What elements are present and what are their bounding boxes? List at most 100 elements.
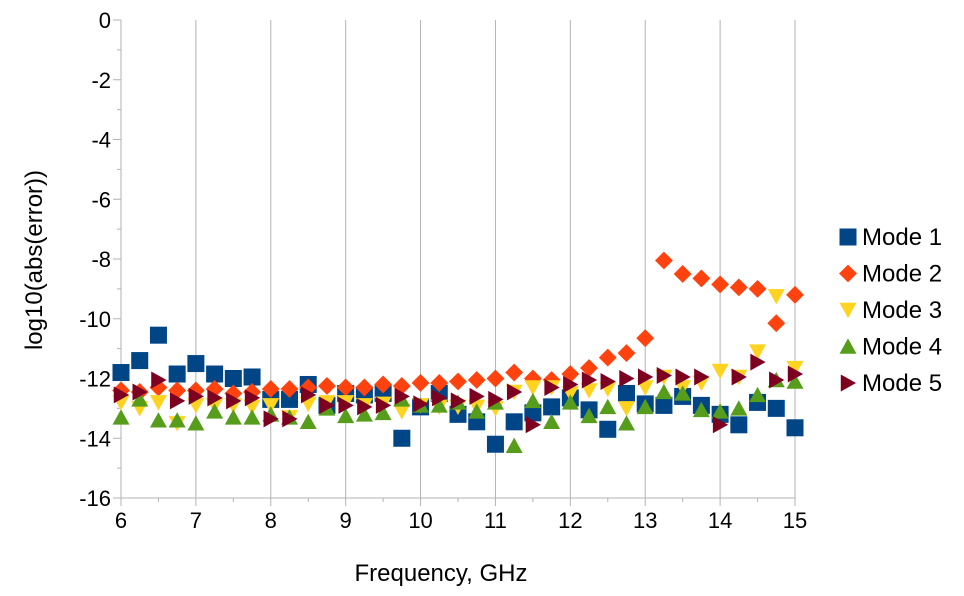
data-point — [450, 392, 467, 410]
data-point — [449, 372, 467, 391]
data-point — [468, 403, 486, 419]
data-point — [525, 416, 541, 434]
x-tick-label: 14 — [708, 508, 732, 533]
data-point — [786, 373, 804, 389]
data-point — [505, 437, 523, 453]
data-point — [730, 416, 748, 434]
y-tick-label: -12 — [79, 367, 111, 392]
data-point — [786, 285, 804, 304]
data-point — [786, 419, 804, 437]
data-point — [561, 394, 579, 410]
grid-lines — [120, 20, 796, 498]
data-point — [692, 269, 711, 288]
data-point — [636, 380, 654, 396]
x-axis-title: Frequency, GHz — [355, 560, 528, 587]
data-point — [769, 371, 785, 389]
data-point — [618, 401, 635, 417]
y-tick-label: -6 — [91, 187, 111, 212]
data-point — [168, 365, 186, 383]
legend-item: Mode 2 — [839, 261, 942, 288]
data-point — [206, 403, 224, 419]
data-point — [524, 392, 542, 409]
data-point — [600, 372, 616, 390]
data-point — [299, 378, 318, 397]
data-point — [336, 378, 355, 397]
legend-item: Mode 5 — [840, 370, 942, 397]
data-point — [506, 383, 523, 401]
legend-marker — [839, 264, 857, 283]
data-point — [749, 386, 767, 403]
data-point — [226, 392, 242, 410]
data-point — [563, 375, 579, 393]
data-point — [674, 385, 692, 401]
data-point — [580, 407, 598, 424]
data-point — [319, 396, 336, 414]
legend-item: Mode 4 — [839, 334, 942, 361]
data-point — [430, 397, 448, 413]
data-point — [205, 380, 224, 398]
data-point — [486, 435, 504, 453]
data-point — [206, 365, 224, 383]
data-point — [729, 278, 748, 297]
data-point — [618, 415, 635, 431]
data-point — [280, 380, 299, 398]
data-point — [655, 383, 673, 400]
data-point — [224, 409, 242, 425]
data-points — [112, 251, 804, 453]
data-point — [224, 370, 242, 387]
data-point — [599, 420, 617, 438]
legend-marker — [839, 338, 857, 354]
x-tick-label: 15 — [783, 508, 807, 533]
data-point — [392, 377, 411, 395]
data-point — [469, 387, 485, 405]
data-point — [394, 387, 410, 405]
data-point — [207, 389, 223, 407]
data-point — [598, 348, 617, 367]
data-point — [132, 383, 148, 401]
y-tick-label: -14 — [79, 426, 111, 451]
data-point — [749, 344, 767, 360]
data-point — [149, 326, 167, 344]
data-point — [357, 398, 373, 416]
data-point — [300, 386, 317, 404]
data-point — [619, 370, 635, 387]
data-point — [243, 368, 261, 386]
data-point — [113, 386, 130, 404]
data-point — [355, 378, 374, 397]
data-point — [261, 380, 280, 398]
legend-label: Mode 3 — [862, 297, 942, 324]
data-point — [505, 413, 523, 431]
legend-label: Mode 4 — [862, 334, 942, 361]
data-point — [151, 371, 167, 389]
data-point — [112, 364, 130, 382]
data-point — [393, 404, 411, 420]
x-tick-label: 8 — [265, 508, 277, 533]
y-tick-label: -16 — [79, 486, 111, 511]
data-point — [262, 398, 280, 414]
data-point — [168, 412, 186, 428]
legend-item: Mode 1 — [839, 224, 942, 251]
x-tick-label: 9 — [340, 508, 352, 533]
data-point — [711, 363, 729, 380]
data-point — [787, 365, 804, 383]
data-point — [467, 371, 486, 389]
data-point — [112, 409, 130, 425]
y-tick-label: -2 — [91, 68, 111, 93]
data-point — [149, 412, 167, 428]
x-tick-label: 13 — [633, 508, 657, 533]
legend-label: Mode 1 — [862, 224, 942, 251]
data-point — [149, 395, 167, 411]
data-point — [318, 377, 336, 395]
data-point — [187, 355, 205, 373]
data-point — [131, 391, 149, 407]
data-point — [413, 395, 429, 413]
data-point — [692, 401, 710, 418]
data-point — [281, 390, 298, 408]
data-point — [655, 251, 673, 270]
data-point — [711, 403, 729, 419]
data-point — [131, 352, 149, 370]
data-point — [524, 404, 542, 422]
y-tick-label: -4 — [91, 128, 111, 153]
data-point — [544, 378, 560, 396]
data-point — [711, 275, 730, 294]
